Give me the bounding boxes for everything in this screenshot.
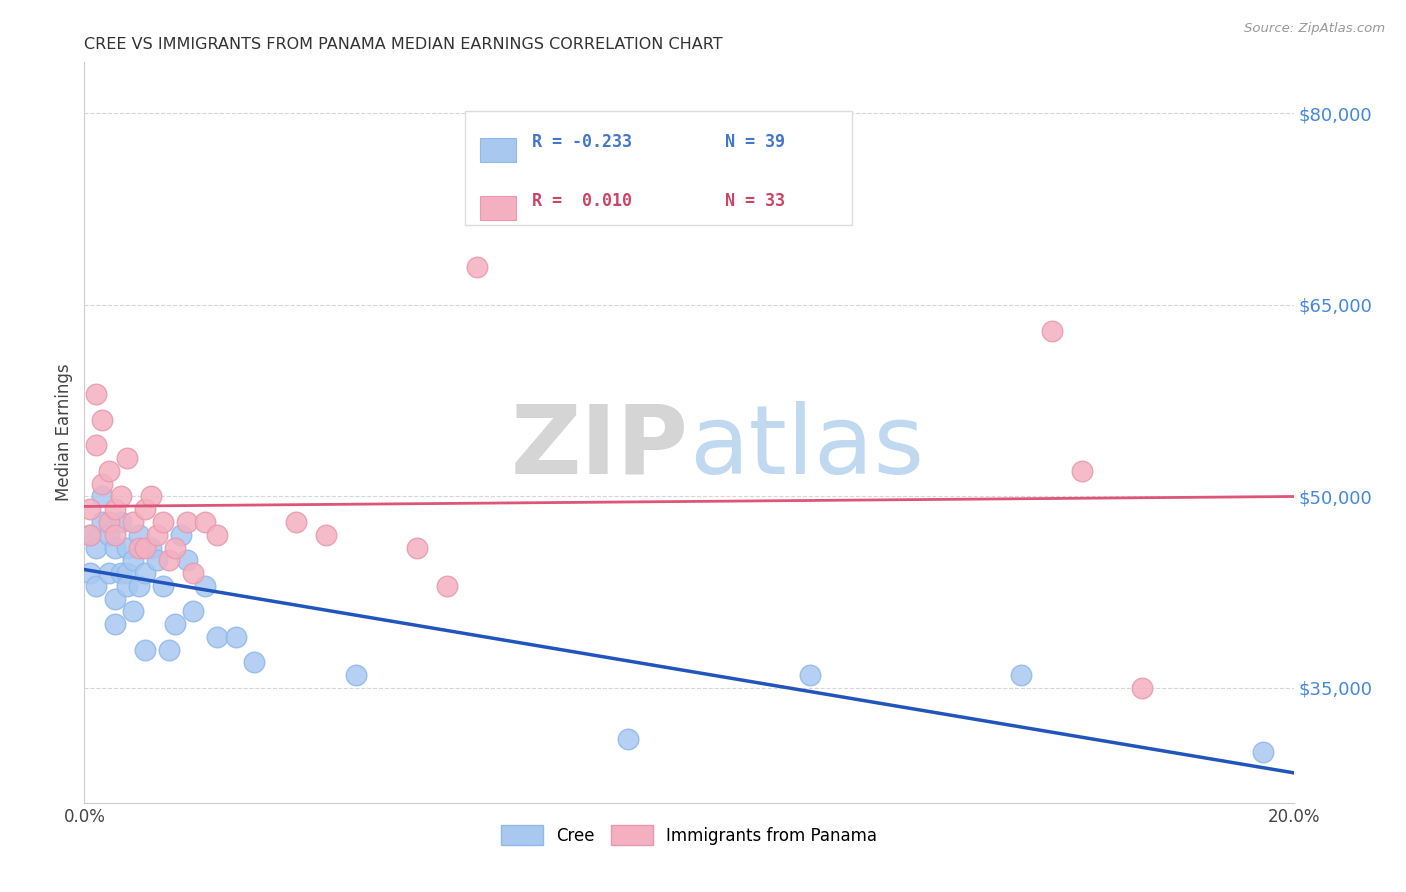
Cree bbox=[86, 541, 108, 555]
Immigrants from Panama bbox=[1130, 681, 1153, 695]
Immigrants from Panama bbox=[97, 515, 120, 529]
Immigrants from Panama bbox=[115, 451, 138, 466]
Cree bbox=[110, 515, 132, 529]
Immigrants from Panama bbox=[152, 515, 174, 529]
Cree bbox=[104, 617, 127, 632]
Cree bbox=[157, 642, 180, 657]
Cree bbox=[176, 553, 198, 567]
Immigrants from Panama bbox=[104, 527, 127, 541]
Cree bbox=[97, 566, 120, 580]
Cree bbox=[799, 668, 821, 682]
Text: R =  0.010: R = 0.010 bbox=[531, 192, 631, 210]
Cree bbox=[139, 541, 162, 555]
Cree bbox=[152, 579, 174, 593]
FancyBboxPatch shape bbox=[479, 138, 516, 161]
Text: R = -0.233: R = -0.233 bbox=[531, 134, 631, 152]
Immigrants from Panama bbox=[436, 579, 458, 593]
Cree bbox=[91, 515, 114, 529]
Cree bbox=[115, 566, 138, 580]
Immigrants from Panama bbox=[207, 527, 229, 541]
Cree bbox=[165, 617, 187, 632]
Immigrants from Panama bbox=[1040, 324, 1063, 338]
Immigrants from Panama bbox=[97, 464, 120, 478]
Cree bbox=[617, 731, 640, 746]
Cree bbox=[86, 579, 108, 593]
Text: ZIP: ZIP bbox=[510, 401, 689, 494]
Immigrants from Panama bbox=[285, 515, 308, 529]
FancyBboxPatch shape bbox=[479, 196, 516, 220]
Cree bbox=[242, 656, 264, 670]
Cree bbox=[194, 579, 217, 593]
Text: CREE VS IMMIGRANTS FROM PANAMA MEDIAN EARNINGS CORRELATION CHART: CREE VS IMMIGRANTS FROM PANAMA MEDIAN EA… bbox=[84, 37, 723, 52]
Cree bbox=[170, 527, 193, 541]
Cree bbox=[207, 630, 229, 644]
Cree bbox=[115, 579, 138, 593]
Immigrants from Panama bbox=[194, 515, 217, 529]
Cree bbox=[128, 579, 150, 593]
Immigrants from Panama bbox=[110, 490, 132, 504]
Cree bbox=[346, 668, 368, 682]
Cree bbox=[134, 642, 156, 657]
Immigrants from Panama bbox=[104, 502, 127, 516]
Cree bbox=[97, 527, 120, 541]
Immigrants from Panama bbox=[86, 387, 108, 401]
Immigrants from Panama bbox=[165, 541, 187, 555]
Cree bbox=[115, 541, 138, 555]
Immigrants from Panama bbox=[86, 438, 108, 452]
Cree bbox=[146, 553, 169, 567]
Immigrants from Panama bbox=[1071, 464, 1094, 478]
Legend: Cree, Immigrants from Panama: Cree, Immigrants from Panama bbox=[492, 817, 886, 854]
Cree bbox=[225, 630, 247, 644]
Immigrants from Panama bbox=[91, 476, 114, 491]
FancyBboxPatch shape bbox=[465, 111, 852, 226]
Cree bbox=[110, 566, 132, 580]
Immigrants from Panama bbox=[181, 566, 204, 580]
Immigrants from Panama bbox=[121, 515, 143, 529]
Text: atlas: atlas bbox=[689, 401, 924, 494]
Cree bbox=[1253, 745, 1275, 759]
Cree bbox=[128, 527, 150, 541]
Cree bbox=[79, 566, 101, 580]
Immigrants from Panama bbox=[79, 502, 101, 516]
Cree bbox=[104, 591, 127, 606]
Immigrants from Panama bbox=[157, 553, 180, 567]
Immigrants from Panama bbox=[315, 527, 337, 541]
Immigrants from Panama bbox=[134, 502, 156, 516]
Immigrants from Panama bbox=[146, 527, 169, 541]
Y-axis label: Median Earnings: Median Earnings bbox=[55, 364, 73, 501]
Cree bbox=[181, 604, 204, 618]
Immigrants from Panama bbox=[79, 527, 101, 541]
Text: N = 33: N = 33 bbox=[725, 192, 785, 210]
Cree bbox=[104, 541, 127, 555]
Immigrants from Panama bbox=[91, 413, 114, 427]
Cree bbox=[1011, 668, 1033, 682]
Immigrants from Panama bbox=[176, 515, 198, 529]
Cree bbox=[121, 553, 143, 567]
Cree bbox=[79, 527, 101, 541]
Text: N = 39: N = 39 bbox=[725, 134, 785, 152]
Cree bbox=[134, 566, 156, 580]
Immigrants from Panama bbox=[134, 541, 156, 555]
Text: Source: ZipAtlas.com: Source: ZipAtlas.com bbox=[1244, 22, 1385, 36]
Immigrants from Panama bbox=[139, 490, 162, 504]
Cree bbox=[121, 604, 143, 618]
Immigrants from Panama bbox=[128, 541, 150, 555]
Immigrants from Panama bbox=[467, 260, 489, 274]
Cree bbox=[91, 490, 114, 504]
Immigrants from Panama bbox=[406, 541, 429, 555]
